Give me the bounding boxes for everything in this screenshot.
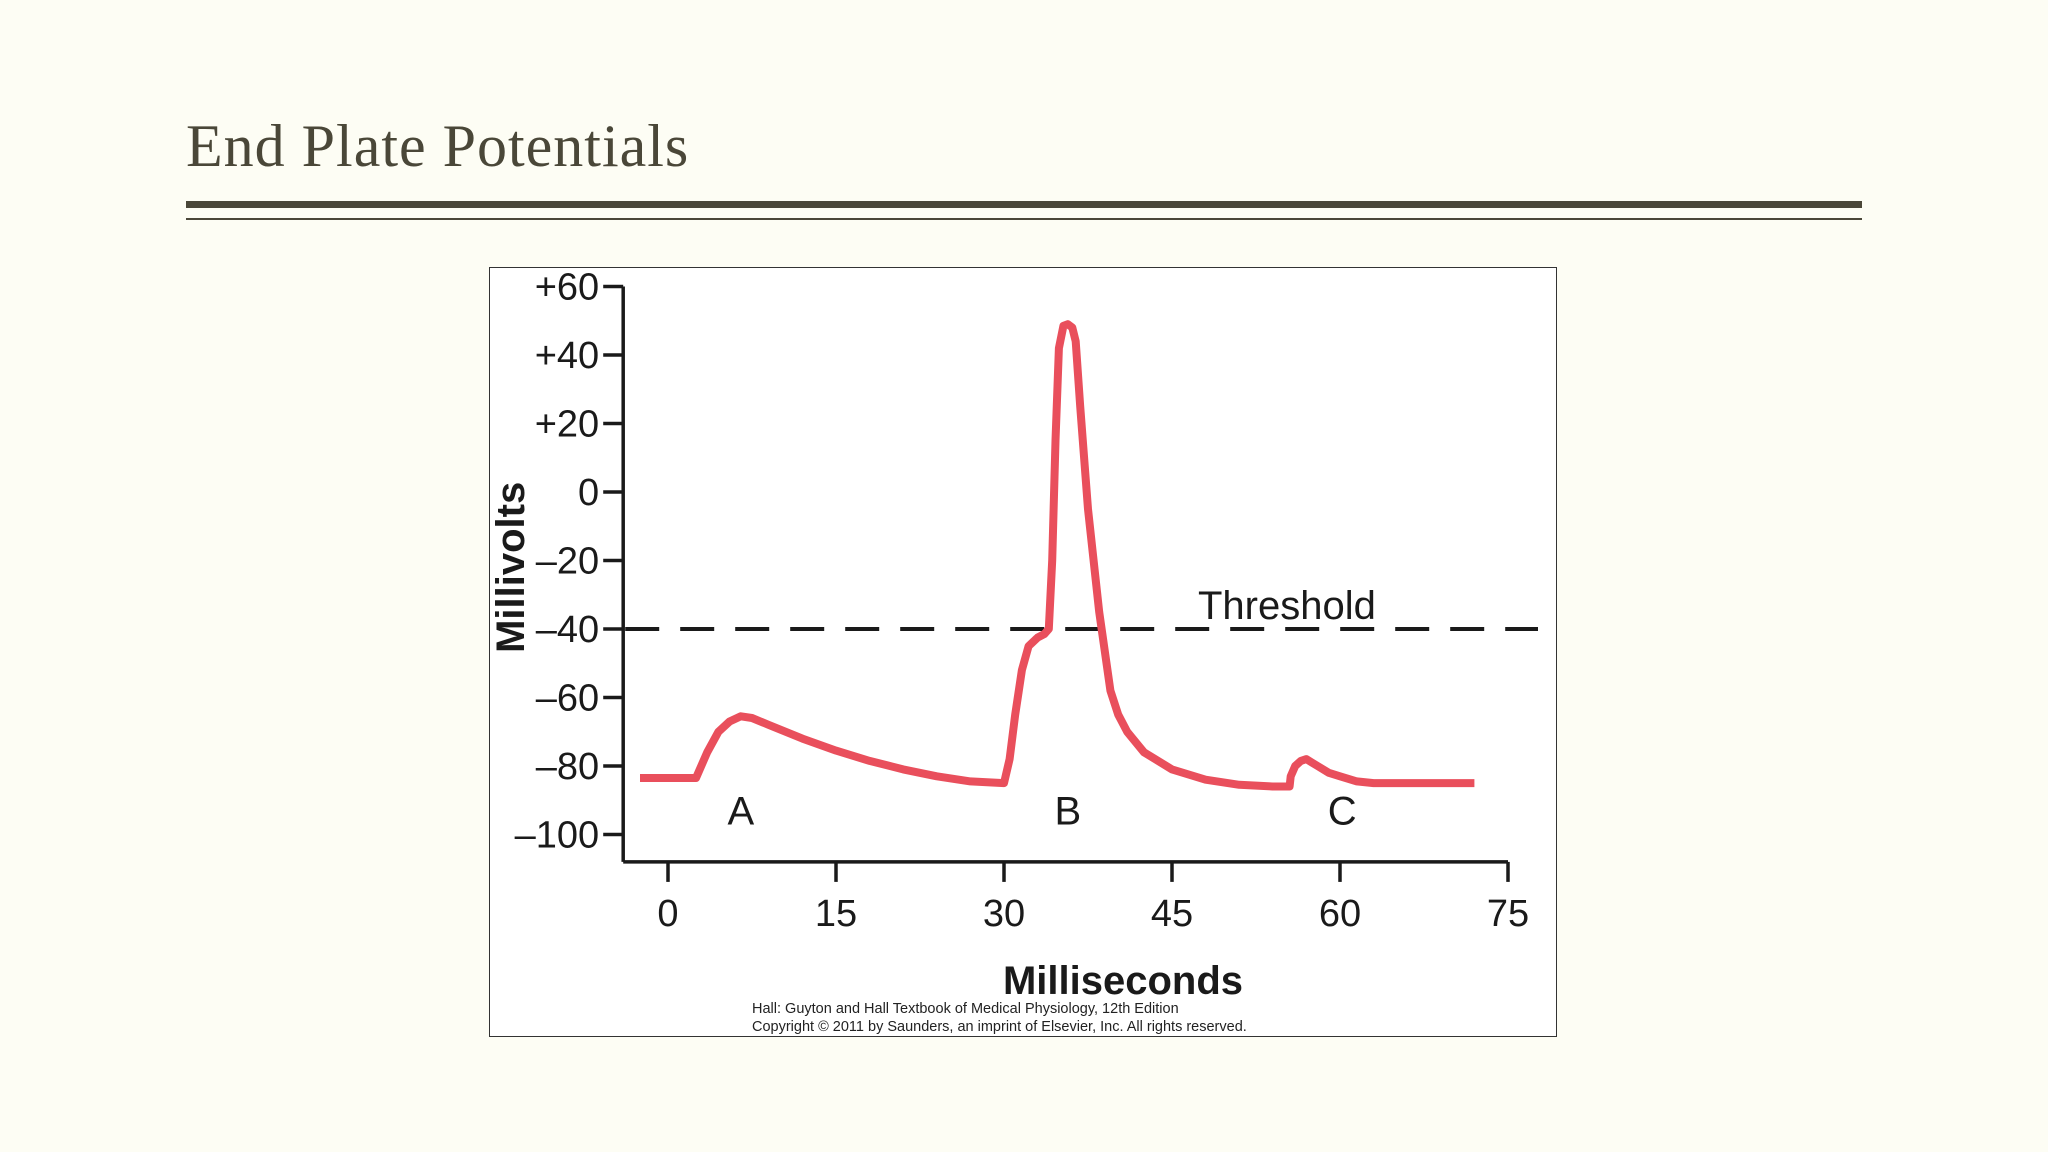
y-tick-label: +20 [535,404,599,446]
page-title: End Plate Potentials [186,113,690,179]
membrane-potential-trace [640,320,1475,791]
annotation-b: B [1054,790,1081,834]
x-tick-label: 45 [1151,893,1193,935]
title-divider-thick [186,201,1862,208]
x-tick-label: 30 [983,893,1025,935]
y-tick-label: +60 [535,268,599,309]
x-tick-label: 75 [1487,893,1529,935]
annotation-a: A [727,790,754,834]
x-axis-title: Milliseconds [1003,959,1243,1003]
figure-credit-line-2: Copyright © 2011 by Saunders, an imprint… [752,1019,1247,1035]
y-tick-label: 0 [578,472,599,514]
y-tick-label: –100 [515,815,600,857]
y-axis-title: Millivolts [490,482,533,653]
title-divider-thin [186,218,1862,220]
chart: +60 +40 +20 0 –20 –40 –60 –80 –100 0 15 30 45 60 75 Mil… [490,268,1538,1003]
x-tick-label: 60 [1319,893,1361,935]
figure-credit-line-1: Hall: Guyton and Hall Textbook of Medica… [752,1001,1179,1017]
y-tick-label: +40 [535,335,599,377]
y-tick-label: –80 [536,746,599,788]
x-tick-label: 15 [815,893,857,935]
y-tick-label: –60 [536,678,599,720]
annotation-c: C [1328,790,1357,834]
threshold-label: Threshold [1198,584,1376,628]
y-tick-label: –40 [536,609,599,651]
y-tick-label: –20 [536,541,599,583]
x-tick-label: 0 [657,893,678,935]
figure-frame: +60 +40 +20 0 –20 –40 –60 –80 –100 0 15 30 45 60 75 Mil… [489,267,1557,1037]
